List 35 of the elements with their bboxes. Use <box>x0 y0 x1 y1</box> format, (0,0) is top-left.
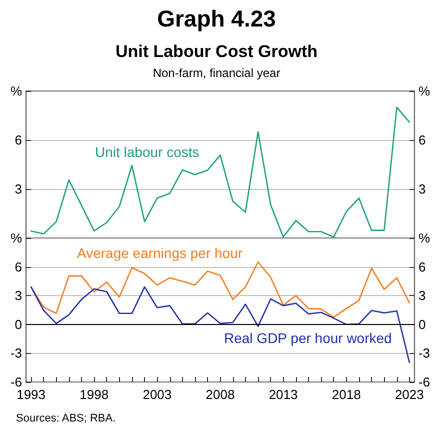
y2-tick-label: % <box>418 230 430 246</box>
y-tick-label: 0 <box>14 316 22 332</box>
x-tick-label: 2018 <box>332 387 361 402</box>
y2-tick-label: % <box>418 84 430 98</box>
y2-tick-label: 6 <box>418 132 426 148</box>
y-tick-label: -6 <box>10 374 22 390</box>
text: Non-farm, financial year <box>152 66 280 80</box>
y2-tick-label: -6 <box>418 374 430 390</box>
x-tick-label: 2003 <box>142 387 172 402</box>
y2-tick-label: 3 <box>418 182 426 196</box>
y-tick-label: 3 <box>14 182 22 196</box>
chart-subtitle: Unit Labour Cost Growth <box>115 42 318 61</box>
y2-tick-label: 6 <box>418 259 426 274</box>
y2-tick-label: -3 <box>418 346 430 361</box>
y-tick-label: % <box>10 84 22 98</box>
y2-tick-label: 3 <box>418 288 426 304</box>
line-series <box>30 106 410 238</box>
y-tick-label: 6 <box>14 259 22 274</box>
x-tick-label: 2008 <box>206 387 235 402</box>
line-series <box>30 286 410 363</box>
source-note: Sources: ABS; RBA. <box>16 412 116 424</box>
y-tick-label: 3 <box>14 288 22 304</box>
chart-title: Graph 4.23 <box>157 6 276 32</box>
series-label: Real GDP per hour worked <box>224 330 392 346</box>
x-tick-label: 1998 <box>80 387 109 402</box>
series-label: Unit labour costs <box>95 144 200 160</box>
x-tick-label: 1993 <box>16 387 46 402</box>
y-tick-label: -3 <box>10 346 22 361</box>
y2-tick-label: 0 <box>418 316 426 332</box>
series-label: Average earnings per hour <box>77 245 243 261</box>
x-tick-label: 2013 <box>268 387 298 402</box>
x-tick-label: 2023 <box>394 387 424 402</box>
y-tick-label: 6 <box>14 132 22 148</box>
y-tick-label: % <box>10 230 22 246</box>
line-series <box>30 261 410 318</box>
